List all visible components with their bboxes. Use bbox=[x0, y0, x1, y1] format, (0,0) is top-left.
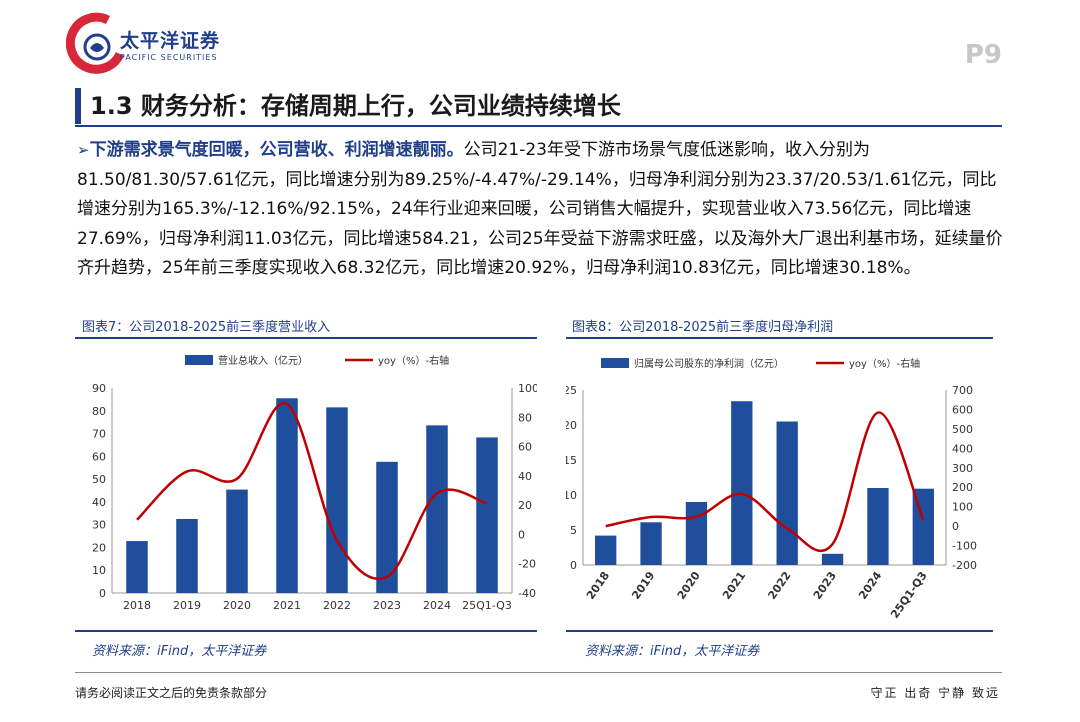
np-xtick: 2023 bbox=[811, 569, 839, 602]
bullet-arrow-icon: ➢ bbox=[77, 141, 90, 159]
logo-en: PACIFIC SECURITIES bbox=[120, 53, 218, 62]
np-ytick-right: 400 bbox=[952, 442, 973, 455]
np-bar bbox=[776, 421, 798, 565]
rev-bar bbox=[226, 489, 248, 593]
np-ytick-right: 700 bbox=[952, 384, 973, 397]
paragraph-body: 公司21-23年受下游市场景气度低迷影响，收入分别为81.50/81.30/57… bbox=[77, 140, 1003, 278]
np-ytick-left: 5 bbox=[570, 524, 577, 537]
rev-legend-line-label: yoy（%）-右轴 bbox=[378, 354, 449, 367]
np-ytick-right: 0 bbox=[952, 520, 959, 533]
rev-xtick: 25Q1-Q3 bbox=[462, 599, 512, 612]
np-xtick: 2019 bbox=[629, 569, 657, 602]
rev-ytick-right: 60 bbox=[518, 441, 532, 454]
page-number: P9 bbox=[964, 40, 1002, 70]
figure-8-source: 资料来源：iFind，太平洋证券 bbox=[585, 644, 760, 659]
np-bar bbox=[867, 488, 889, 565]
rev-ytick-right: -20 bbox=[518, 558, 536, 571]
rev-xtick: 2024 bbox=[423, 599, 451, 612]
rev-bar bbox=[326, 407, 348, 593]
np-xtick: 2024 bbox=[856, 569, 884, 602]
rev-ytick-right: 0 bbox=[518, 528, 525, 541]
np-xtick: 2022 bbox=[765, 569, 793, 602]
np-xtick: 2021 bbox=[720, 569, 748, 602]
np-ytick-right: 300 bbox=[952, 462, 973, 475]
title-accent-bar bbox=[75, 88, 81, 124]
rev-xtick: 2023 bbox=[373, 599, 401, 612]
logo-wordmark: 太平洋证券 PACIFIC SECURITIES bbox=[120, 30, 220, 63]
figure-8-bottom-rule bbox=[566, 630, 993, 632]
np-ytick-left: 0 bbox=[570, 559, 577, 572]
np-xtick: 2018 bbox=[584, 569, 612, 602]
np-ytick-right: 100 bbox=[952, 501, 973, 514]
figure-7-bottom-rule bbox=[75, 630, 537, 632]
np-ytick-right: 200 bbox=[952, 481, 973, 494]
figure-7-top-rule bbox=[75, 337, 537, 339]
net-profit-chart: 归属母公司股东的净利润（亿元） yoy（%）-右轴 0 5 10 15 20 25 -200 -1… bbox=[566, 357, 977, 621]
figure-7-title: 图表7：公司2018-2025前三季度营业收入 bbox=[82, 320, 331, 335]
rev-ytick-right: 40 bbox=[518, 470, 532, 483]
np-xtick: 2020 bbox=[675, 569, 703, 602]
rev-ytick-left: 50 bbox=[92, 473, 106, 486]
rev-ytick-left: 10 bbox=[92, 564, 106, 577]
rev-legend-bar-swatch bbox=[185, 355, 213, 365]
np-ytick-left: 15 bbox=[566, 454, 577, 467]
np-bar bbox=[821, 553, 844, 565]
summary-paragraph: ➢下游需求景气度回暖，公司营收、利润增速靓丽。公司21-23年受下游市场景气度低… bbox=[77, 136, 1005, 284]
np-bar bbox=[595, 535, 617, 565]
rev-ytick-right: 20 bbox=[518, 499, 532, 512]
rev-bar bbox=[276, 398, 298, 593]
np-bar bbox=[731, 401, 753, 565]
rev-xtick: 2021 bbox=[273, 599, 301, 612]
rev-yoy-line bbox=[136, 402, 488, 580]
np-legend-bar-label: 归属母公司股东的净利润（亿元） bbox=[634, 357, 784, 370]
rev-bar bbox=[176, 518, 198, 593]
rev-ytick-left: 90 bbox=[92, 382, 106, 395]
figure-7-source: 资料来源：iFind，太平洋证券 bbox=[92, 644, 267, 659]
rev-legend-bar-label: 营业总收入（亿元） bbox=[218, 354, 308, 367]
company-motto: 守正 出奇 宁静 致远 bbox=[870, 686, 1000, 700]
rev-bar bbox=[126, 541, 148, 593]
revenue-chart: 营业总收入（亿元） yoy（%）-右轴 0 10 20 30 40 50 60 70 80 90 -40… bbox=[92, 354, 537, 612]
np-legend-bar-swatch bbox=[601, 358, 629, 368]
np-ytick-right: 500 bbox=[952, 423, 973, 436]
rev-ytick-left: 80 bbox=[92, 405, 106, 418]
disclaimer-note: 请务必阅读正文之后的免责条款部分 bbox=[75, 686, 268, 700]
rev-bar bbox=[426, 425, 448, 593]
rev-bar bbox=[476, 437, 498, 593]
rev-ytick-left: 60 bbox=[92, 450, 106, 463]
np-legend-line-label: yoy（%）-右轴 bbox=[849, 357, 920, 370]
figure-8-title: 图表8：公司2018-2025前三季度归母净利润 bbox=[572, 320, 834, 335]
rev-ytick-left: 70 bbox=[92, 428, 106, 441]
rev-ytick-right: -40 bbox=[518, 587, 536, 600]
rev-xtick: 2018 bbox=[123, 599, 151, 612]
footer-divider bbox=[75, 672, 1002, 673]
logo-cn: 太平洋证券 bbox=[120, 30, 221, 52]
np-ytick-left: 10 bbox=[566, 489, 577, 502]
rev-xtick: 2019 bbox=[173, 599, 201, 612]
title-divider bbox=[75, 125, 1002, 127]
rev-ytick-left: 0 bbox=[99, 587, 106, 600]
np-ytick-right: 600 bbox=[952, 403, 973, 416]
rev-ytick-right: 80 bbox=[518, 411, 532, 424]
np-ytick-right: -100 bbox=[952, 540, 977, 553]
page-title: 1.3 财务分析：存储周期上行，公司业绩持续增长 bbox=[90, 92, 621, 120]
rev-ytick-right: 100 bbox=[518, 382, 537, 395]
figure-8-top-rule bbox=[566, 337, 993, 339]
company-logo bbox=[66, 12, 125, 74]
rev-ytick-left: 20 bbox=[92, 541, 106, 554]
np-xtick: 25Q1-Q3 bbox=[888, 569, 930, 621]
rev-xtick: 2022 bbox=[323, 599, 351, 612]
np-ytick-left: 20 bbox=[566, 419, 577, 432]
np-bar bbox=[640, 522, 662, 565]
np-bar bbox=[685, 502, 708, 565]
paragraph-lead: 下游需求景气度回暖，公司营收、利润增速靓丽。 bbox=[89, 140, 464, 160]
rev-ytick-left: 40 bbox=[92, 496, 106, 509]
rev-xtick: 2020 bbox=[223, 599, 251, 612]
np-ytick-left: 25 bbox=[566, 384, 577, 397]
np-ytick-right: -200 bbox=[952, 559, 977, 572]
rev-ytick-left: 30 bbox=[92, 519, 106, 532]
rev-bar bbox=[376, 461, 398, 593]
